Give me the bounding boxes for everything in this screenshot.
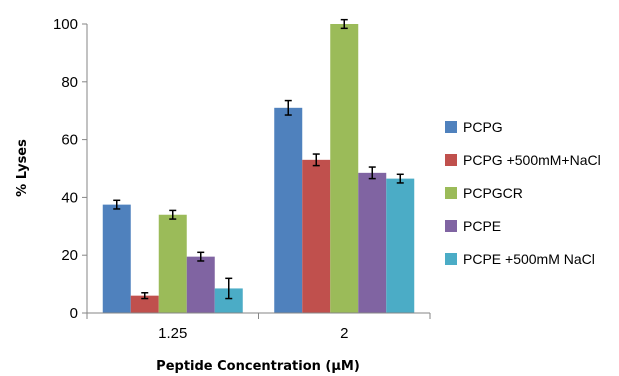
- legend-label: PCPE +500mM NaCl: [463, 251, 595, 267]
- legend-label: PCPE: [463, 218, 501, 234]
- bar: [302, 159, 331, 313]
- legend: PCPG PCPG +500mM+NaCl PCPGCR PCPE PCPE +500m…: [445, 119, 601, 267]
- y-tick-label: 40: [61, 189, 78, 206]
- y-tick-label: 60: [61, 132, 78, 149]
- y-axis-title: % Lyses: [15, 139, 30, 197]
- y-tick-label: 20: [61, 247, 78, 264]
- plot-area: 0 20 40 60 80 100 1.25 2: [53, 16, 431, 342]
- legend-swatch: [445, 187, 457, 199]
- x-tick-label: 1.25: [158, 325, 187, 342]
- y-tick-label: 100: [53, 16, 78, 33]
- legend-label: PCPG: [463, 119, 503, 135]
- bar: [130, 295, 159, 313]
- legend-swatch: [445, 220, 457, 232]
- legend-label: PCPGCR: [463, 185, 523, 201]
- legend-swatch: [445, 154, 457, 166]
- legend-swatch: [445, 253, 457, 265]
- bar: [358, 172, 387, 313]
- legend-label: PCPG +500mM+NaCl: [463, 152, 601, 168]
- y-tick-label: 80: [61, 74, 78, 91]
- x-axis-title: Peptide Concentration (µM): [156, 359, 360, 374]
- x-tick-label: 2: [340, 325, 348, 342]
- bar: [158, 214, 187, 313]
- bar: [386, 178, 415, 313]
- bar: [186, 256, 215, 313]
- bar: [274, 107, 303, 313]
- y-tick-label: 0: [70, 305, 78, 322]
- bar: [330, 24, 359, 313]
- legend-swatch: [445, 121, 457, 133]
- bar: [102, 204, 131, 313]
